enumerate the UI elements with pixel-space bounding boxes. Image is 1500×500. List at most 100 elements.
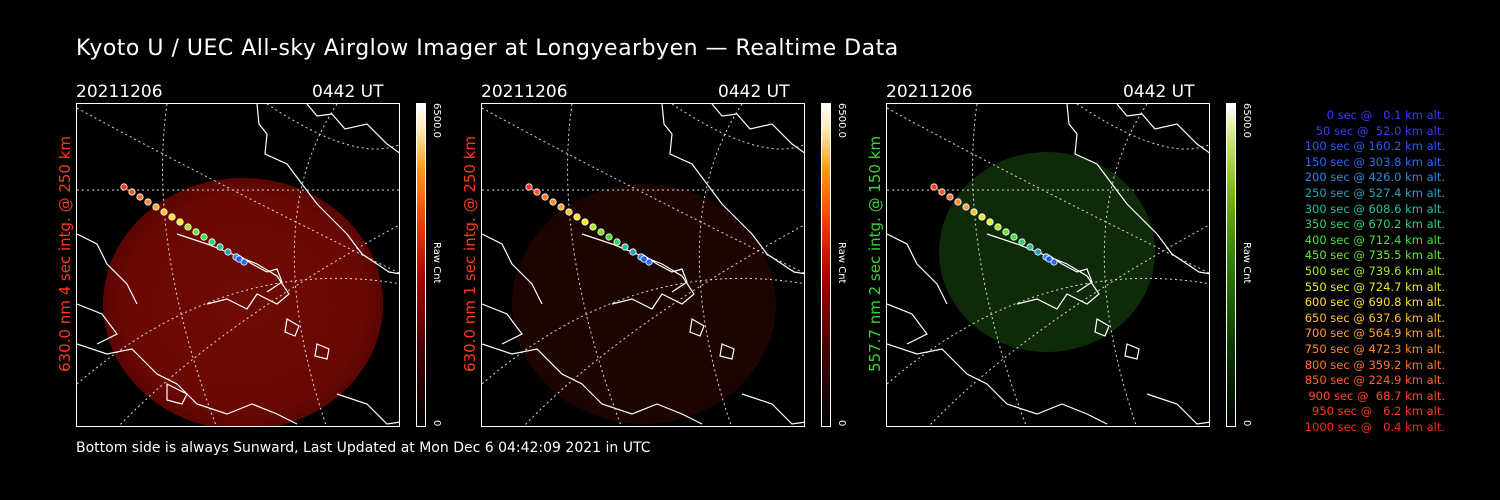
legend-row: 350 sec @ 670.2 km alt. <box>1304 217 1445 232</box>
trajectory-point <box>1002 228 1010 236</box>
panel-1-map-svg <box>77 104 399 426</box>
trajectory-point <box>136 193 144 201</box>
legend-row: 750 sec @ 472.3 km alt. <box>1304 341 1445 356</box>
satellite-trajectory <box>525 183 653 266</box>
trajectory-point <box>208 238 216 246</box>
trajectory-point <box>970 208 978 216</box>
panel-1-colorbar-min: 0 <box>431 420 442 427</box>
satellite-trajectory <box>120 183 248 266</box>
legend-row: 100 sec @ 160.2 km alt. <box>1304 139 1445 154</box>
legend-row: 500 sec @ 739.6 km alt. <box>1304 263 1445 278</box>
legend-row: 200 sec @ 426.0 km alt. <box>1304 170 1445 185</box>
legend-row: 1000 sec @ 0.4 km alt. <box>1304 419 1445 434</box>
panel-2-colorbar-unit: Raw Cnt <box>836 242 847 284</box>
panel-1-colorbar <box>416 103 426 427</box>
trajectory-point <box>549 198 557 206</box>
legend-row: 700 sec @ 564.9 km alt. <box>1304 326 1445 341</box>
trajectory-point <box>994 223 1002 231</box>
trajectory-point <box>629 248 637 256</box>
panel-1-side-label: 630.0 nm 4 sec intg. @ 250 km <box>56 135 74 372</box>
trajectory-point <box>200 233 208 241</box>
trajectory-point <box>128 188 136 196</box>
trajectory-point <box>938 188 946 196</box>
satellite-trajectory <box>930 183 1058 266</box>
panel-3-side-label: 557.7 nm 2 sec intg. @ 150 km <box>866 135 884 372</box>
trajectory-point <box>1010 233 1018 241</box>
airglow-image-disk <box>939 152 1155 352</box>
panel-3-colorbar-unit: Raw Cnt <box>1241 242 1252 284</box>
legend-row: 600 sec @ 690.8 km alt. <box>1304 295 1445 310</box>
legend-row: 400 sec @ 712.4 km alt. <box>1304 232 1445 247</box>
trajectory-point <box>216 243 224 251</box>
legend-row: 900 sec @ 68.7 km alt. <box>1308 388 1445 403</box>
trajectory-point <box>930 183 938 191</box>
trajectory-point <box>224 248 232 256</box>
legend-row: 150 sec @ 303.8 km alt. <box>1304 154 1445 169</box>
legend-row: 0 sec @ 0.1 km alt. <box>1326 108 1445 122</box>
trajectory-point <box>986 218 994 226</box>
trajectory-point <box>160 208 168 216</box>
panel-3-date: 20211206 <box>886 82 973 102</box>
trajectory-point <box>184 223 192 231</box>
panel-1-time: 0442 UT <box>312 82 384 102</box>
legend-row: 950 sec @ 6.2 km alt. <box>1312 404 1445 419</box>
trajectory-point <box>1034 248 1042 256</box>
panel-1-date: 20211206 <box>76 82 163 102</box>
legend-row: 250 sec @ 527.4 km alt. <box>1304 185 1445 200</box>
legend-row: 300 sec @ 608.6 km alt. <box>1304 201 1445 216</box>
panel-1-map <box>76 103 400 427</box>
trajectory-point <box>192 228 200 236</box>
footer-status: Bottom side is always Sunward, Last Upda… <box>76 440 651 456</box>
trajectory-point <box>144 198 152 206</box>
panel-3-map <box>886 103 1210 427</box>
trajectory-legend: 0 sec @ 0.1 km alt. 50 sec @ 52.0 km alt.… <box>1260 108 1445 435</box>
panel-2-map <box>481 103 805 427</box>
trajectory-point <box>168 213 176 221</box>
legend-row: 50 sec @ 52.0 km alt. <box>1315 123 1445 138</box>
trajectory-point <box>235 255 243 263</box>
trajectory-point <box>581 218 589 226</box>
trajectory-point <box>176 218 184 226</box>
legend-row: 450 sec @ 735.5 km alt. <box>1304 248 1445 263</box>
legend-row: 850 sec @ 224.9 km alt. <box>1304 373 1445 388</box>
panel-1-colorbar-unit: Raw Cnt <box>431 242 442 284</box>
panel-2-map-svg <box>482 104 804 426</box>
panel-2-side-label: 630.0 nm 1 sec intg. @ 250 km <box>461 135 479 372</box>
trajectory-point <box>557 203 565 211</box>
trajectory-point <box>541 193 549 201</box>
panel-2-date: 20211206 <box>481 82 568 102</box>
trajectory-point <box>525 183 533 191</box>
trajectory-point <box>962 203 970 211</box>
panel-2-time: 0442 UT <box>718 82 790 102</box>
trajectory-point <box>152 203 160 211</box>
panel-2-colorbar <box>821 103 831 427</box>
page-title: Kyoto U / UEC All-sky Airglow Imager at … <box>76 36 899 61</box>
trajectory-point <box>621 243 629 251</box>
trajectory-point <box>597 228 605 236</box>
trajectory-point <box>1026 243 1034 251</box>
legend-row: 650 sec @ 637.6 km alt. <box>1304 310 1445 325</box>
trajectory-point <box>978 213 986 221</box>
panel-3-map-svg <box>887 104 1209 426</box>
legend-row: 800 sec @ 359.2 km alt. <box>1304 357 1445 372</box>
trajectory-point <box>573 213 581 221</box>
trajectory-point <box>120 183 128 191</box>
trajectory-point <box>946 193 954 201</box>
trajectory-point <box>605 233 613 241</box>
panel-3-colorbar-min: 0 <box>1241 420 1252 427</box>
panel-1-colorbar-max: 6500.0 <box>431 103 442 138</box>
panel-3-colorbar-max: 6500.0 <box>1241 103 1252 138</box>
panel-3-colorbar <box>1226 103 1236 427</box>
trajectory-point <box>589 223 597 231</box>
trajectory-point <box>533 188 541 196</box>
panel-2-colorbar-min: 0 <box>836 420 847 427</box>
panel-3-time: 0442 UT <box>1123 82 1195 102</box>
trajectory-point <box>565 208 573 216</box>
trajectory-point <box>1045 255 1053 263</box>
panel-2-colorbar-max: 6500.0 <box>836 103 847 138</box>
legend-row: 550 sec @ 724.7 km alt. <box>1304 279 1445 294</box>
trajectory-point <box>613 238 621 246</box>
trajectory-point <box>954 198 962 206</box>
airglow-image-disk <box>103 178 383 426</box>
trajectory-point <box>640 255 648 263</box>
